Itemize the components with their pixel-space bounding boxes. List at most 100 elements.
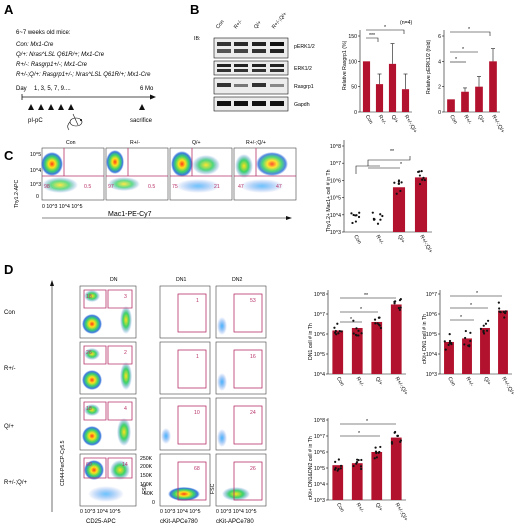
d-xticks-dn: 0 10^3 10^4 10^5 [80,509,121,515]
chart-d1-point-2-6 [360,332,363,335]
chart-c-point-4-1 [423,178,426,182]
chart-c-point-4-3 [422,176,425,179]
chart-d3-ytick-label-4: 10^6 [314,450,325,456]
chart-c-bars [392,177,428,232]
d-row-label-rq: R+/-;Q/+ [4,480,28,486]
chart-b1-sig-2: * [384,25,386,31]
d-dn-plot-4: 60 14 [79,453,137,507]
chart-d3-point-1-4 [334,460,337,463]
chart-d2-point-3-7 [484,322,488,325]
chart-b1-ytick-label-3: 100 [348,59,357,65]
chart-d1-point-1-3 [340,330,343,333]
d-fsc-tick-3: 150K [140,473,153,479]
chart-d3-point-3-4 [375,456,378,459]
chart-b1-category-4: R+/-;Q/+ [403,114,418,134]
chart-b2-bars [447,48,497,112]
d-dn1-1-val: 1 [196,298,199,304]
chart-d3-ylabel: cKit+ DN1&DN2 cell # in Th [308,436,314,500]
d-fsc-label-1: FSC [142,483,148,494]
chart-d3-point-1-6 [333,468,337,471]
c-plot-3-right: 21 [214,184,220,190]
chart-d1-bar-3 [371,321,383,374]
d-dn-3-q2: 4 [124,406,127,412]
chart-d3-bar-1 [332,465,344,500]
c-plot-1-left: 98 [44,184,50,190]
chart-d3-point-3-6 [373,457,376,460]
chart-d2-point-4-6 [497,301,500,304]
chart-d3-point-2-8 [352,464,355,468]
chart-d3-ytick-label-3: 10^5 [314,466,325,472]
chart-c-point-4-8 [418,182,422,186]
chart-c-point-3-1 [399,189,402,193]
chart-b1-bar-3 [388,63,397,112]
chart-d3-point-2-1 [360,458,363,462]
chart-d3: 10^3 10^4 10^5 10^6 10^7 10^8 Con R+/- Q/+ R+/-;… [314,418,409,522]
chart-c-ticks: 10^3 10^4 10^5 10^6 10^7 10^8 [330,144,344,236]
d-xlabel-dn1: cKit-APCe780 [160,519,198,525]
chart-d2-bars [444,310,508,374]
chart-d2-ytick-label-1: 10^3 [426,372,437,378]
chart-d2-ytick-label-5: 10^7 [426,292,437,298]
chart-c-category-2: R+/- [374,234,384,246]
panel-c: C Thy1.2-APC 10^5 10^4 10^3 0 Con 98 0.5… [4,140,433,254]
chart-d3-point-1-8 [339,464,343,467]
d-xticks-dn1: 0 10^3 10^4 10^5 [160,509,201,515]
chart-c-point-1-4 [352,213,355,217]
chart-d1-point-1-1 [333,326,336,329]
chart-b1-n: (n=4) [400,20,413,26]
chart-d2-category-3: Q/+ [482,376,491,386]
chart-c-point-2-6 [372,218,376,221]
chart-d2-point-3-5 [479,327,483,330]
chart-d3-bars [332,437,402,500]
end-label: 6 Mo [140,86,154,92]
chart-d2-point-2-4 [469,339,472,343]
d-dn1-plot-2: 1 [159,341,211,395]
c-x-arrow [42,216,292,220]
chart-c-dots [350,170,426,225]
chart-b2-bar-4 [489,61,497,112]
chart-c-ytick-label-2: 10^4 [330,213,341,219]
chart-d3-point-3-8 [377,451,380,454]
chart-d3-point-1-1 [337,458,340,461]
chart-d2-sig-1: * [476,291,478,297]
c-flow-plot-3: 75 21 [169,147,233,201]
western-blot [213,37,289,112]
chart-c-point-4-7 [417,170,420,174]
injection-markers [28,104,145,110]
chart-d2-point-3-4 [485,329,489,332]
chart-b2-category-3: Q/+ [476,114,485,124]
chart-d3-ytick-label-1: 10^3 [314,498,325,504]
c-flow-plot-1: 98 0.5 [41,147,105,201]
chart-d3-point-2-7 [355,460,359,464]
chart-d2-point-4-2 [498,307,501,310]
chart-c-ylabel: Thy1.2+ Mac1+ cell # in Th [326,169,332,232]
chart-c-point-2-5 [376,222,380,225]
chart-d1-point-3-8 [377,316,380,319]
chart-d3-point-4-6 [399,439,403,442]
genotype-line-2: Q/+: Nras^LSL Q61R/+; Mx1-Cre [16,52,105,58]
chart-d3-category-1: Con [335,502,345,513]
chart-c-point-2-7 [381,214,384,218]
chart-d3-ticks: 10^3 10^4 10^5 10^6 10^7 10^8 [314,418,328,504]
chart-d3-ytick-label-2: 10^4 [314,482,325,488]
d-ylabel: CD44-PerCP-Cy5.5 [60,440,66,486]
chart-d1-point-1-4 [336,322,339,325]
chart-d3-point-3-7 [374,450,378,453]
chart-b1-category-2: R+/- [377,114,387,126]
d-dn1-plot-3: 10 [159,397,211,451]
chart-b1-sig-1: *** [369,33,375,39]
d-dn2-3-val: 24 [250,410,256,416]
chart-c-point-1-2 [350,212,353,215]
chart-c-ytick-label-1: 10^3 [330,230,341,236]
d-dn2-plot-1: 53 [215,285,267,339]
chart-d1-ytick-label-2: 10^5 [314,352,325,358]
chart-c-point-2-3 [379,218,382,221]
chart-c-point-1-8 [358,211,361,214]
d-dn-plot-3: 18 4 [79,397,137,451]
band-label-rasgrp1: Rasgrp1 [294,84,314,90]
d-dn2-4-val: 26 [250,466,256,472]
d-fsc-ticks: 250K 200K 150K 100K 50K 0 [140,456,155,506]
chart-d3-point-4-4 [390,442,394,445]
chart-d2-sig-3: * [460,315,462,321]
chart-d1-point-4-8 [399,297,402,301]
